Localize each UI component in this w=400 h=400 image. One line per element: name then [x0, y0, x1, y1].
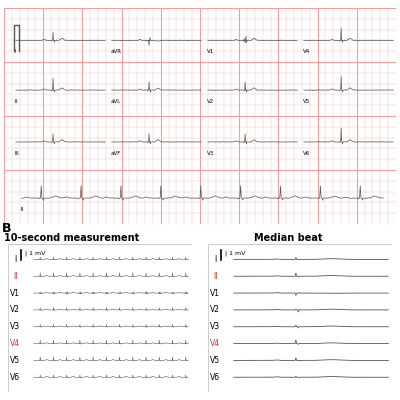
- Text: 10-second measurement: 10-second measurement: [4, 233, 140, 243]
- Text: I: I: [14, 49, 16, 54]
- Text: II: II: [14, 99, 18, 104]
- Text: V4: V4: [210, 339, 220, 348]
- Text: V1: V1: [210, 288, 220, 298]
- Text: II: II: [13, 272, 18, 281]
- Text: V5: V5: [210, 356, 220, 365]
- Text: V1: V1: [207, 49, 214, 54]
- Text: V2: V2: [210, 306, 220, 314]
- Text: aVF: aVF: [111, 150, 121, 156]
- Text: I: I: [14, 255, 16, 264]
- Text: I: I: [214, 255, 216, 264]
- Text: III: III: [14, 150, 20, 156]
- Text: aVR: aVR: [111, 49, 122, 54]
- Text: V3: V3: [210, 322, 220, 331]
- Text: B: B: [2, 222, 12, 234]
- Text: | 1 mV: | 1 mV: [24, 250, 45, 256]
- Text: | 1 mV: | 1 mV: [224, 250, 245, 256]
- Text: V1: V1: [10, 288, 20, 298]
- Text: II: II: [20, 207, 24, 212]
- Text: V6: V6: [303, 150, 310, 156]
- Text: aVL: aVL: [111, 99, 121, 104]
- Text: V2: V2: [10, 306, 20, 314]
- Text: V3: V3: [10, 322, 20, 331]
- Text: V6: V6: [10, 373, 20, 382]
- Text: V2: V2: [207, 99, 214, 104]
- Text: V3: V3: [207, 150, 214, 156]
- Text: Median beat: Median beat: [254, 233, 322, 243]
- Text: V4: V4: [303, 49, 310, 54]
- Text: V4: V4: [10, 339, 20, 348]
- Text: V6: V6: [210, 373, 220, 382]
- Text: II: II: [213, 272, 218, 281]
- Text: V5: V5: [10, 356, 20, 365]
- Text: V5: V5: [303, 99, 310, 104]
